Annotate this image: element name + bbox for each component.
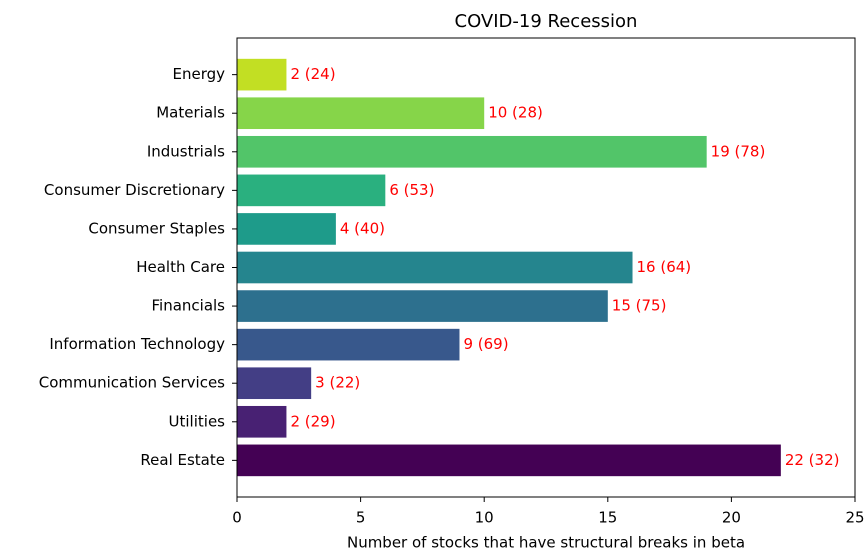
y-tick-label: Financials bbox=[152, 297, 226, 315]
value-label: 22 (32) bbox=[785, 451, 840, 469]
bar bbox=[237, 58, 287, 91]
x-axis-label: Number of stocks that have structural br… bbox=[347, 534, 745, 550]
x-tick-label: 25 bbox=[845, 509, 864, 527]
bar bbox=[237, 367, 312, 400]
y-tick-label: Communication Services bbox=[39, 374, 225, 392]
value-label: 6 (53) bbox=[389, 181, 434, 199]
bar bbox=[237, 251, 633, 284]
bar bbox=[237, 328, 460, 361]
value-label: 10 (28) bbox=[488, 104, 543, 122]
y-tick-label: Real Estate bbox=[140, 451, 225, 469]
value-label: 19 (78) bbox=[711, 142, 766, 160]
y-tick-label: Consumer Discretionary bbox=[44, 181, 225, 199]
value-label: 9 (69) bbox=[463, 335, 508, 353]
bar bbox=[237, 290, 608, 322]
bar bbox=[237, 135, 707, 168]
y-tick-label: Consumer Staples bbox=[88, 219, 225, 237]
value-label: 3 (22) bbox=[315, 374, 360, 392]
y-tick-label: Utilities bbox=[169, 412, 226, 430]
value-label: 2 (24) bbox=[290, 65, 335, 83]
y-tick-label: Energy bbox=[172, 65, 225, 83]
y-tick-label: Health Care bbox=[136, 258, 225, 276]
plot-frame bbox=[236, 37, 856, 498]
bar bbox=[237, 174, 386, 207]
bar bbox=[237, 405, 287, 438]
value-label: 4 (40) bbox=[340, 219, 385, 237]
value-label: 2 (29) bbox=[290, 412, 335, 430]
bar bbox=[237, 97, 485, 130]
value-label: 16 (64) bbox=[637, 258, 692, 276]
x-tick-label: 10 bbox=[475, 509, 494, 527]
y-tick-label: Materials bbox=[156, 104, 225, 122]
chart-title: COVID-19 Recession bbox=[455, 11, 638, 32]
x-tick-label: 0 bbox=[232, 509, 242, 527]
value-label: 15 (75) bbox=[612, 297, 667, 315]
x-tick-label: 15 bbox=[598, 509, 617, 527]
y-tick-label: Industrials bbox=[147, 142, 225, 160]
x-tick-label: 5 bbox=[356, 509, 366, 527]
bar bbox=[237, 213, 336, 245]
y-tick-label: Information Technology bbox=[49, 335, 225, 353]
bar bbox=[237, 444, 781, 477]
x-tick-label: 20 bbox=[722, 509, 741, 527]
